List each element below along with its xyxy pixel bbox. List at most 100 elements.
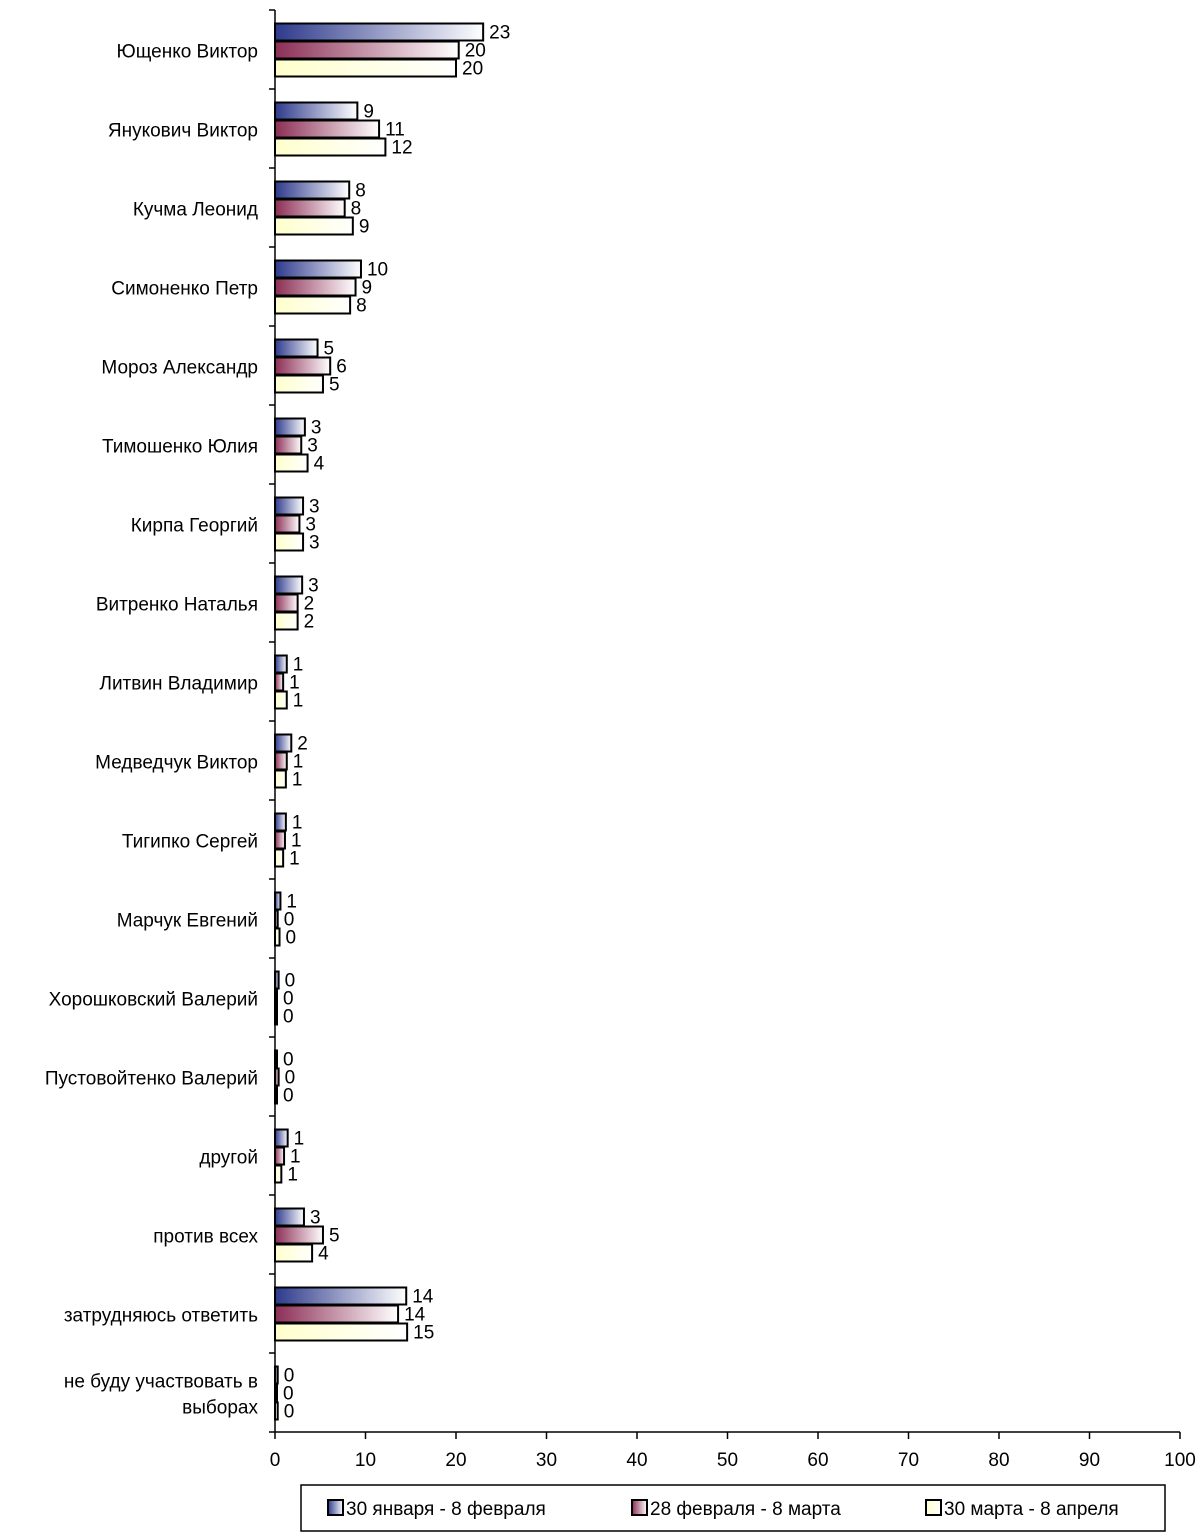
category-label: не буду участвовать в выборах [64,1372,259,1419]
data-label: 8 [356,296,367,317]
data-label: 3 [309,497,320,518]
data-label: 0 [283,1007,294,1028]
data-label: 3 [311,418,322,439]
data-label: 2 [304,612,315,633]
bar [274,1286,408,1306]
data-label: 1 [290,1147,301,1168]
category-label: Хорошковский Валерий [49,990,258,1011]
data-label: 0 [283,989,294,1010]
bar [274,417,306,437]
legend-label: 30 марта - 8 апреля [944,1499,1119,1520]
bar [274,338,319,358]
bar [274,751,288,771]
legend-swatch [631,1499,648,1516]
bar [274,672,285,692]
data-label: 14 [404,1305,426,1326]
bar [274,1322,409,1342]
bar [274,22,485,42]
bar [274,848,285,868]
bar [274,137,387,157]
bar [274,216,354,236]
bar [274,1243,314,1263]
x-tick-label: 50 [717,1450,738,1471]
data-label: 0 [286,928,297,949]
data-label: 2 [304,594,315,615]
data-label: 2 [297,734,308,755]
bar [274,812,287,832]
data-label: 0 [284,1366,295,1387]
bar [274,611,299,631]
x-tick-label: 80 [988,1450,1009,1471]
category-label: другой [199,1148,258,1169]
data-label: 6 [336,357,347,378]
x-tick-label: 100 [1164,1450,1196,1471]
data-label: 3 [309,533,320,554]
data-label: 14 [412,1287,434,1308]
x-tick-label: 30 [536,1450,557,1471]
category-label: Тигипко Сергей [122,832,258,853]
data-label: 11 [385,120,405,141]
data-label: 5 [329,1226,340,1247]
legend-box [300,1484,1166,1532]
data-label: 0 [283,1086,294,1107]
bars [274,22,485,1421]
category-label: Янукович Виктор [108,121,258,142]
bar [274,295,352,315]
data-label: 1 [292,770,303,791]
category-label: Литвин Владимир [99,674,258,695]
x-tick-label: 70 [898,1450,919,1471]
category-label: Кирпа Георгий [131,516,258,537]
data-label: 10 [367,260,388,281]
bar [274,435,303,455]
data-label: 0 [285,1068,296,1089]
category-label: Марчук Евгений [117,911,258,932]
data-labels: 2320209111288910985653343333221112111111… [283,23,510,1423]
legend-label: 30 января - 8 февраля [346,1499,546,1520]
bar [274,891,282,911]
x-tick-label: 90 [1079,1450,1100,1471]
bar [274,1225,324,1245]
data-label: 20 [465,41,486,62]
bar [274,654,288,674]
data-label: 8 [351,199,362,220]
data-label: 1 [293,655,304,676]
data-label: 0 [284,1402,295,1423]
data-label: 1 [287,1165,298,1186]
data-label: 4 [318,1244,329,1265]
legend-swatch [327,1499,344,1516]
bar [274,198,346,218]
bar [274,575,304,595]
data-label: 23 [489,23,510,44]
bar [274,101,359,121]
category-label: Ющенко Виктор [117,42,258,63]
bar [274,1304,400,1324]
data-label: 3 [310,1208,321,1229]
data-label: 1 [292,813,303,834]
x-tick-label: 0 [270,1450,281,1471]
bar [274,1164,283,1184]
bar [274,532,305,552]
bar [274,593,299,613]
bar [274,514,301,534]
bar [274,769,287,789]
legend-label: 28 февраля - 8 марта [650,1499,841,1520]
x-tick-label: 60 [807,1450,828,1471]
category-label: Симоненко Петр [111,279,258,300]
data-label: 9 [359,217,370,238]
bar [274,690,288,710]
x-tick-label: 10 [355,1450,376,1471]
data-label: 1 [289,849,300,870]
bar [274,180,351,200]
category-label: Витренко Наталья [96,595,258,616]
bar [274,119,381,139]
bar [274,1146,286,1166]
category-label: Медведчук Виктор [95,753,258,774]
category-labels: Ющенко Виктор Янукович Виктор Кучма Леонид… [45,42,259,1419]
legend: 30 января - 8 февраля 28 февраля - 8 март… [300,1484,1166,1532]
category-label: Тимошенко Юлия [102,437,258,458]
data-label: 9 [362,278,373,299]
data-label: 12 [391,138,412,159]
data-label: 0 [283,1384,294,1405]
